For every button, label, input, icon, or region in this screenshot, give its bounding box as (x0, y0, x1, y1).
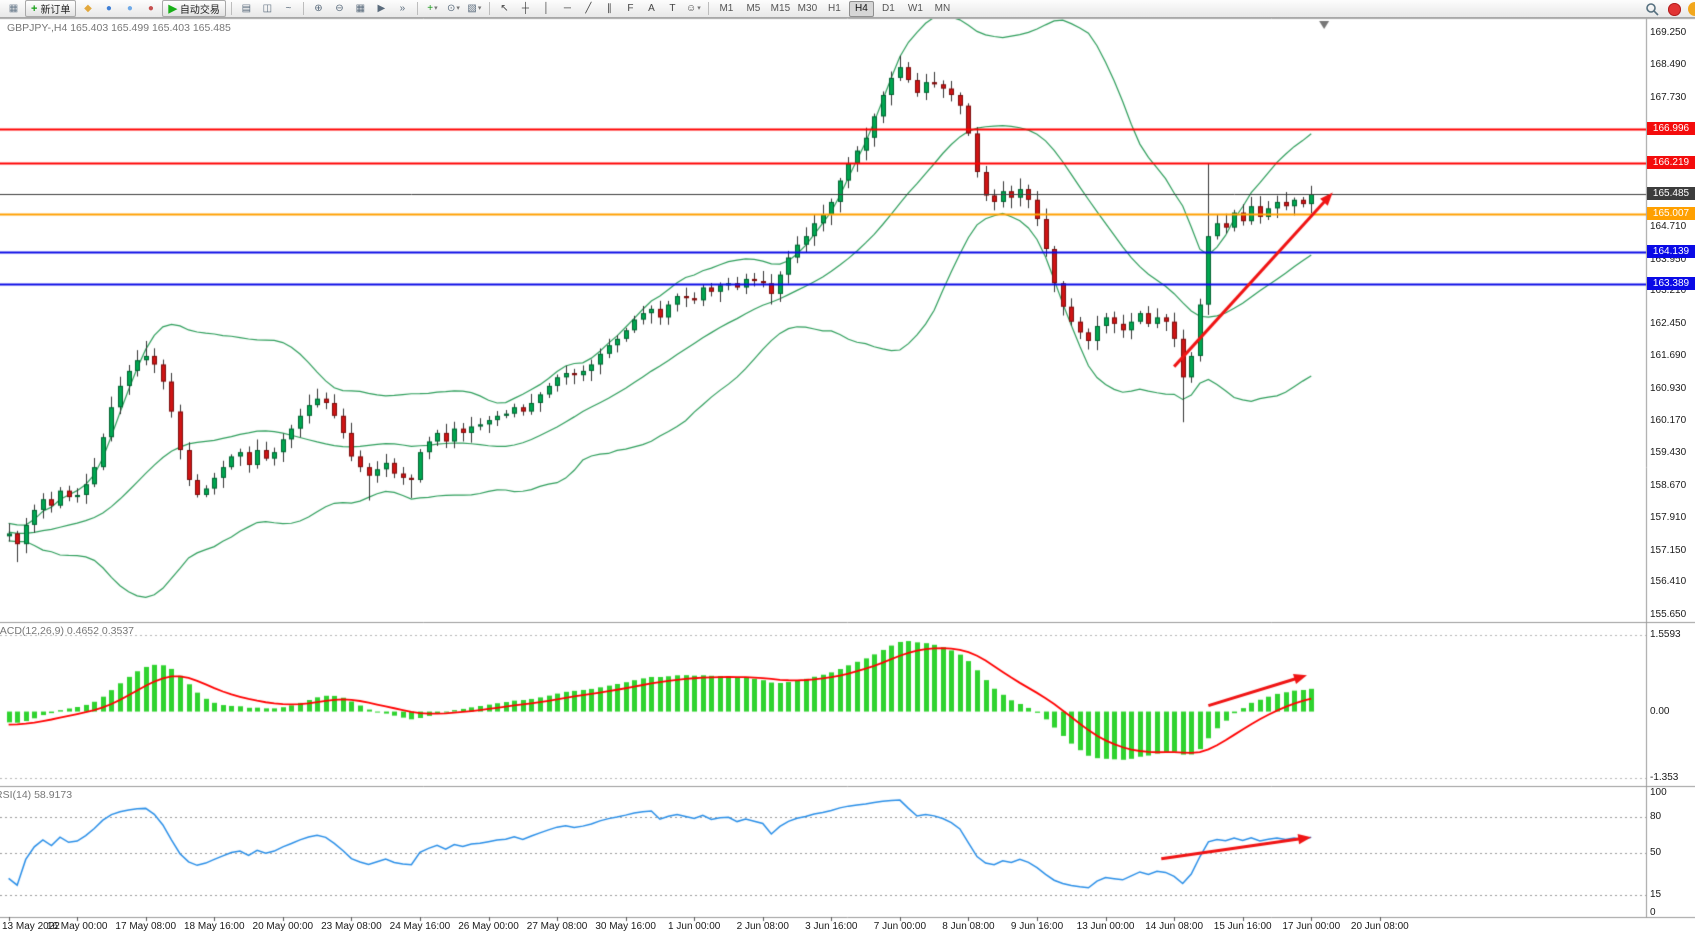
horizontal-line-icon: ─ (563, 2, 571, 14)
vertical-line-icon: │ (543, 2, 550, 14)
zoom-in-icon[interactable]: ⊕ (309, 1, 328, 16)
macd-label: MACD(12,26,9) 0.4652 0.3537 (0, 625, 135, 637)
tile-windows-icon[interactable]: ▦ (351, 1, 370, 16)
chat-icon[interactable]: ● (120, 1, 139, 16)
label-icon[interactable]: T (663, 1, 682, 16)
chat-icon: ● (126, 2, 133, 14)
indicators-icon[interactable]: + ▾ (423, 1, 442, 16)
new-order-button[interactable]: + 新订单 (25, 0, 77, 17)
periods-icon: ⊙ (446, 2, 456, 14)
zoom-out-icon[interactable]: ⊖ (330, 1, 349, 16)
candlestick-chart-icon[interactable]: ◫ (258, 1, 277, 16)
cursor-icon: ↖ (500, 2, 509, 14)
templates-icon[interactable]: ▧ ▾ (465, 1, 484, 16)
timeframe-button-m1[interactable]: M1 (719, 3, 734, 14)
label-icon: T (669, 2, 676, 14)
timeframe-button-h1[interactable]: H1 (828, 3, 841, 14)
timeframe-button-h4[interactable]: H4 (848, 0, 874, 17)
trendline-icon: ╱ (585, 2, 592, 14)
timeframe-button-m5[interactable]: M5 (746, 3, 761, 14)
chevron-down-icon: ▾ (477, 5, 482, 12)
toolbar-separator (416, 2, 418, 15)
symbol-ohlc-label: GBPJPY-,H4 165.403 165.499 165.403 165.4… (7, 22, 231, 34)
bar-chart-icon[interactable]: ▤ (237, 1, 256, 16)
news-icon[interactable]: ● (141, 1, 160, 16)
toolbar-separator (230, 2, 232, 15)
alert-icon[interactable] (1668, 2, 1681, 16)
timeframe-button-w1[interactable]: W1 (907, 3, 923, 14)
timeframe-button-m30[interactable]: M30 (797, 3, 818, 14)
auto-scroll-icon: ▶ (377, 2, 386, 14)
horizontal-line-icon[interactable]: ─ (558, 1, 577, 16)
metaeditor-icon[interactable]: ◆ (78, 1, 97, 16)
new-order-button-icon: + (31, 2, 38, 15)
charts-bar-icon: ▦ (8, 2, 19, 14)
chevron-down-icon: ▾ (456, 5, 460, 12)
bar-chart-icon: ▤ (241, 2, 252, 14)
fibonacci-icon[interactable]: F (621, 1, 640, 16)
arrows-icon: ☺ (686, 2, 697, 14)
autotrade-button-icon: ▶ (168, 3, 177, 15)
line-chart-icon[interactable]: ~ (279, 1, 298, 16)
news-icon: ● (147, 2, 154, 14)
charts-bar-icon[interactable]: ▦ (4, 1, 23, 16)
timeframe-button-m15[interactable]: M15 (770, 3, 791, 14)
chevron-down-icon: ▾ (434, 5, 438, 12)
fibonacci-icon: F (627, 2, 634, 14)
templates-icon: ▧ (467, 2, 477, 14)
timeframe-button-mn[interactable]: MN (934, 3, 951, 14)
autotrade-button[interactable]: ▶ 自动交易 (162, 0, 226, 17)
indicators-icon: + (427, 2, 434, 14)
channel-icon[interactable]: ∥ (600, 1, 619, 16)
toolbar-separator (707, 2, 709, 15)
toolbar: ▦ + 新订单 ◆ ● ● ● ▶ 自动交易 ▤ ◫ ~ ⊕ ⊖ ▦ ▶» + ▾ ⊙ ▾ ▧ ▾ ↖ ┼ │ ─ ╱ ∥ F A T ☺ ▾ M… (0, 0, 1695, 18)
line-chart-icon: ~ (285, 2, 292, 14)
auto-scroll-icon[interactable]: ▶ (372, 1, 391, 16)
text-icon[interactable]: A (642, 1, 661, 16)
cursor-icon[interactable]: ↖ (495, 1, 514, 16)
autotrade-button-label: 自动交易 (179, 5, 220, 16)
search-icon[interactable] (1642, 2, 1661, 17)
toolbar-right-icons (1642, 1, 1695, 17)
zoom-out-icon: ⊖ (335, 2, 344, 14)
chevron-down-icon: ▾ (697, 5, 701, 12)
channel-icon: ∥ (606, 2, 612, 14)
arrows-icon[interactable]: ☺ ▾ (684, 1, 703, 16)
vertical-line-icon[interactable]: │ (537, 1, 556, 16)
tile-windows-icon: ▦ (355, 2, 366, 14)
crosshair-icon[interactable]: ┼ (516, 1, 535, 16)
toolbar-separator (302, 2, 304, 15)
price-axis[interactable] (1646, 18, 1695, 917)
new-order-button-label: 新订单 (40, 5, 71, 16)
crosshair-icon: ┼ (521, 2, 529, 14)
toolbar-separator (488, 2, 490, 15)
corner-badge-icon[interactable] (1688, 2, 1695, 16)
zoom-in-icon: ⊕ (314, 2, 323, 14)
timeframe-button-d1[interactable]: D1 (882, 3, 895, 14)
time-axis[interactable] (0, 917, 1695, 943)
candlestick-chart-icon: ◫ (262, 2, 273, 14)
trendline-icon[interactable]: ╱ (579, 1, 598, 16)
rsi-label: RSI(14) 58.9173 (0, 789, 73, 801)
chart-shift-icon: » (399, 2, 406, 14)
metaeditor-icon: ◆ (84, 2, 92, 14)
community-icon: ● (105, 2, 112, 14)
community-icon[interactable]: ● (99, 1, 118, 16)
periods-icon[interactable]: ⊙ ▾ (444, 1, 463, 16)
text-icon: A (648, 2, 655, 14)
chart-shift-icon[interactable]: » (393, 1, 412, 16)
